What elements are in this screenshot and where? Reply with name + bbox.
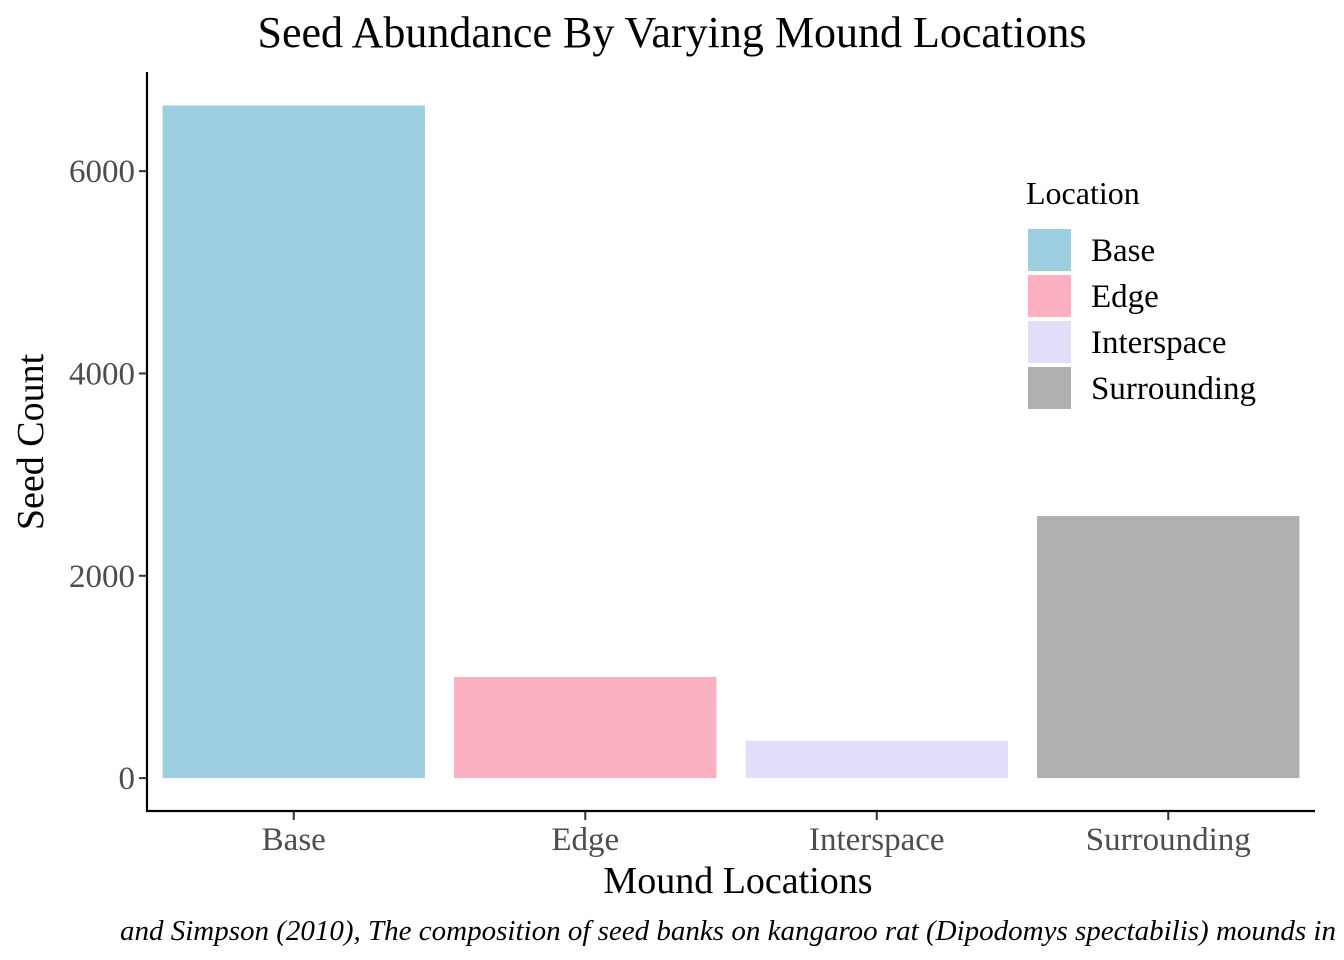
- y-tick-label-6000: 6000: [69, 154, 135, 190]
- legend-key-interspace: [1028, 321, 1071, 363]
- bar-edge: [454, 676, 717, 779]
- legend-label-edge: Edge: [1091, 279, 1159, 315]
- y-tick-label-0: 0: [119, 761, 136, 797]
- legend-key-surrounding: [1028, 367, 1071, 409]
- legend-items: Base Edge Interspace Surrounding: [1028, 229, 1256, 409]
- x-axis-title: Mound Locations: [603, 860, 872, 902]
- bars-group: [162, 105, 1300, 779]
- y-tick-label-4000: 4000: [69, 356, 135, 392]
- legend-key-edge: [1028, 275, 1071, 317]
- legend: Location Base Edge Interspace Surrounding: [1026, 175, 1256, 409]
- x-tick-label-interspace: Interspace: [809, 822, 945, 858]
- chart-title: Seed Abundance By Varying Mound Location…: [258, 8, 1087, 57]
- bar-interspace: [745, 740, 1008, 779]
- legend-title: Location: [1026, 175, 1140, 211]
- y-axis-ticks: 0 2000 4000 6000: [69, 154, 147, 797]
- bar-base: [162, 105, 425, 779]
- legend-label-surrounding: Surrounding: [1091, 371, 1256, 407]
- y-tick-label-2000: 2000: [69, 559, 135, 595]
- legend-label-interspace: Interspace: [1091, 325, 1227, 361]
- x-tick-label-edge: Edge: [551, 822, 619, 858]
- x-tick-label-surrounding: Surrounding: [1086, 822, 1251, 858]
- x-axis-ticks: Base Edge Interspace Surrounding: [262, 811, 1251, 858]
- x-tick-label-base: Base: [262, 822, 326, 858]
- legend-key-base: [1028, 229, 1071, 271]
- legend-label-base: Base: [1091, 233, 1155, 269]
- bar-surrounding: [1037, 516, 1300, 779]
- y-axis-title: Seed Count: [10, 353, 52, 530]
- chart-caption: and Simpson (2010), The composition of s…: [120, 915, 1336, 947]
